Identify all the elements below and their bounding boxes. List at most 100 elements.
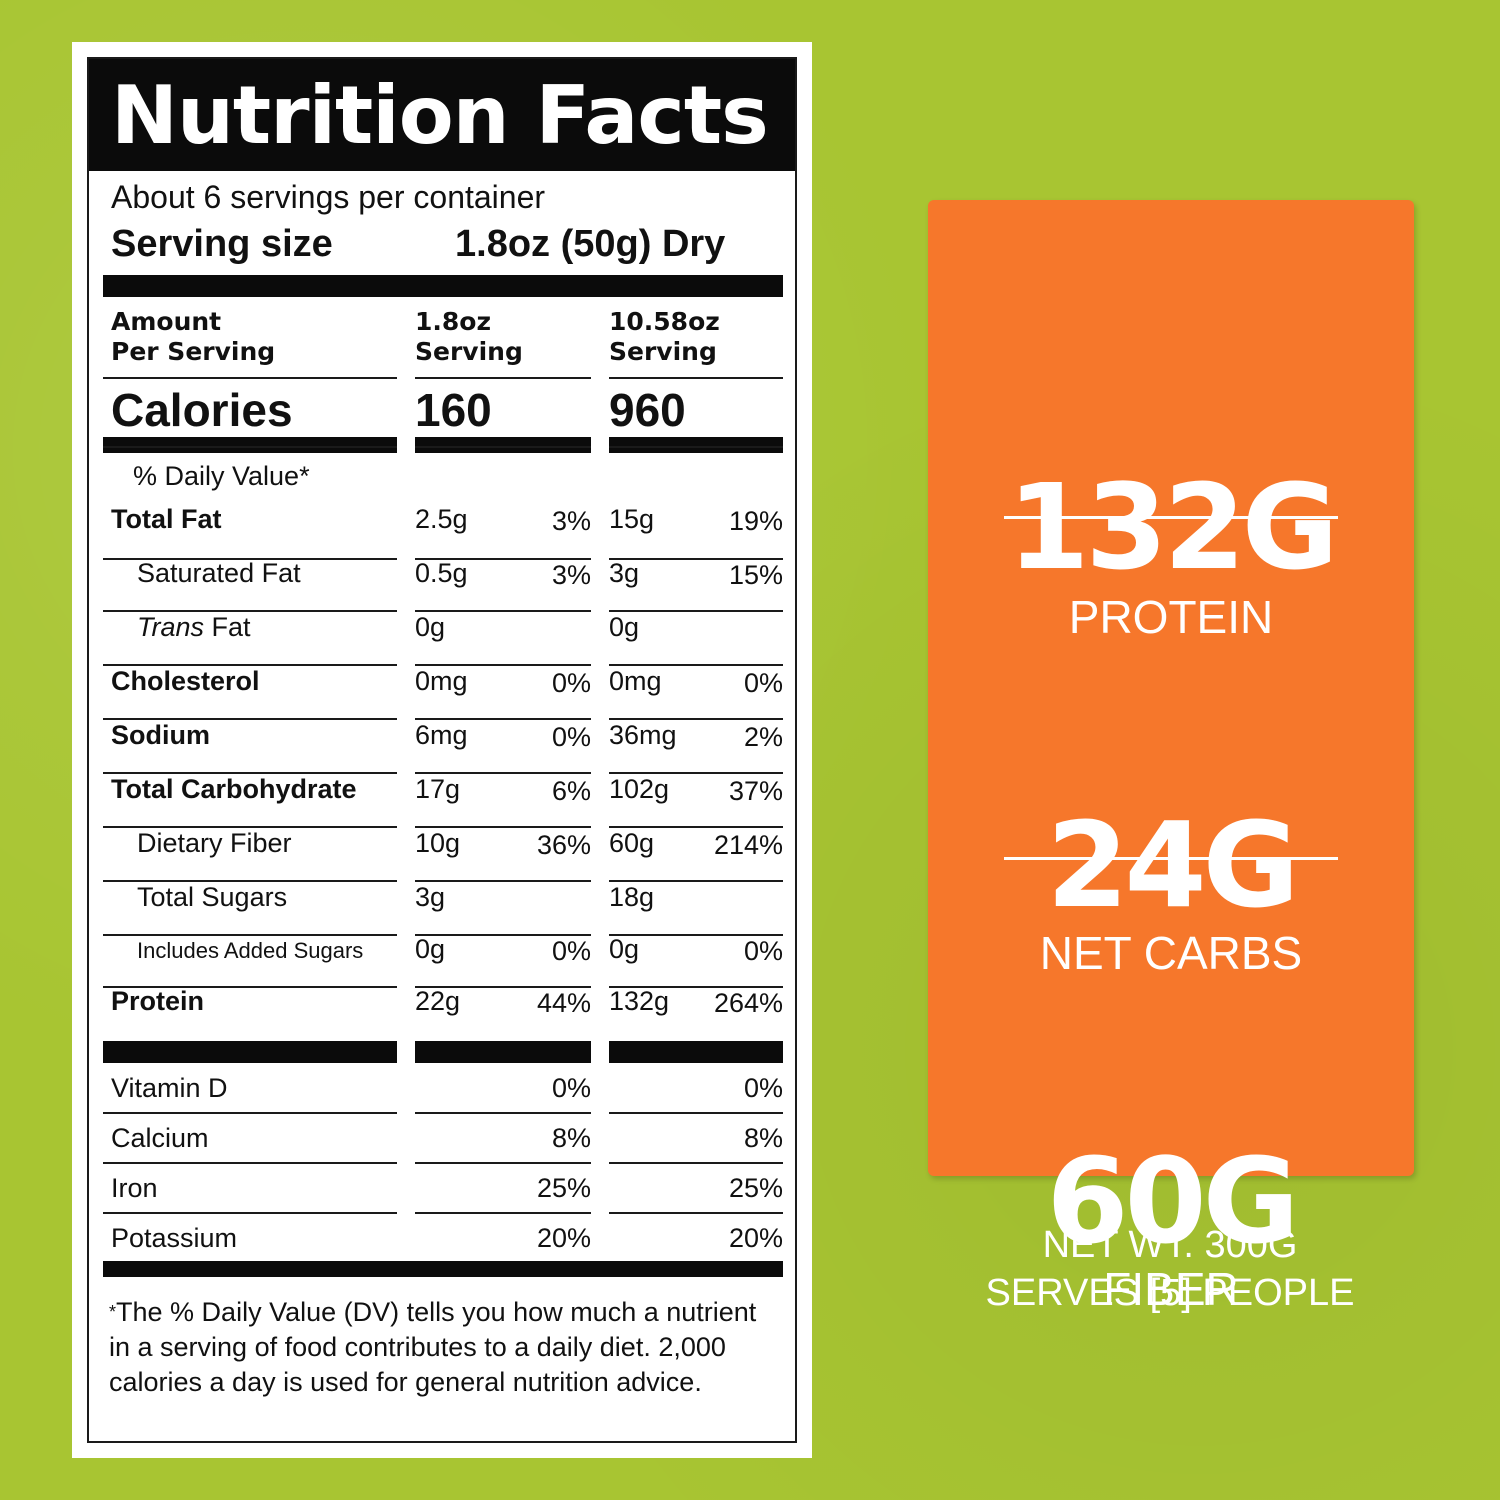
nutrient-name: Saturated Fat (137, 558, 301, 588)
nutrient-amount-col2: 132g (609, 986, 670, 1016)
nutrient-amount-col1: 0g (415, 934, 446, 964)
vitamin-rule (103, 1162, 397, 1164)
row-rule (415, 558, 591, 560)
vitamin-dv-col2: 20% (728, 1223, 783, 1253)
nutrient-name: Trans Fat (137, 612, 251, 643)
serving-size-value: 1.8oz (50g) Dry (455, 223, 726, 265)
thick-rule-protein (415, 1041, 591, 1063)
vitamin-rule (415, 1112, 591, 1114)
footnote-text: The % Daily Value (DV) tells you how muc… (109, 1297, 757, 1397)
row-rule (415, 772, 591, 774)
highlight-value: 60G (1046, 1132, 1299, 1270)
nutrient-dv-col2: 0% (743, 668, 783, 698)
vitamin-name: Calcium (111, 1123, 209, 1153)
nutrient-name: Cholesterol (111, 666, 260, 696)
nutrient-name: Protein (111, 986, 205, 1016)
nutrient-dv-col1: 3% (551, 506, 591, 536)
footnote: *The % Daily Value (DV) tells you how mu… (109, 1295, 779, 1400)
nutrient-name: Total Carbohydrate (111, 774, 357, 804)
row-rule (609, 558, 783, 560)
row-rule (103, 718, 397, 720)
vitamin-dv-col1: 8% (551, 1123, 591, 1153)
nutrient-dv-col2: 19% (728, 506, 783, 536)
calories-rule (609, 437, 783, 453)
row-rule (103, 664, 397, 666)
row-rule (415, 986, 591, 988)
thick-rule-protein (609, 1041, 783, 1063)
nutrient-amount-col2: 36mg (609, 720, 677, 750)
row-rule (103, 558, 397, 560)
nutrient-amount-col1: 2.5g (415, 504, 468, 534)
calories-rule (103, 437, 397, 453)
highlight-divider (1004, 516, 1338, 519)
col2-header-line-2: Serving (609, 337, 717, 366)
nutrient-name-italic: Trans (137, 612, 205, 642)
row-rule (103, 986, 397, 988)
vitamin-rule (609, 1112, 783, 1114)
highlight-caption: PROTEIN (1068, 591, 1274, 643)
nutrient-dv-col2: 0% (743, 936, 783, 966)
row-rule (415, 934, 591, 936)
rule (415, 377, 591, 379)
nutrient-amount-col1: 0.5g (415, 558, 468, 588)
nutrient-amount-col2: 15g (609, 504, 655, 534)
serves-people: SERVES [5] PEOPLE (985, 1272, 1355, 1314)
row-rule (609, 446, 783, 448)
highlight-value: 24G (1046, 796, 1299, 934)
nutrient-amount-col1: 3g (415, 882, 446, 912)
thick-rule-top (103, 275, 783, 297)
col1-header-line-1: 1.8oz (415, 307, 492, 336)
nutrient-dv-col2: 264% (713, 988, 783, 1018)
nutrient-dv-col1: 0% (551, 936, 591, 966)
vitamin-rule (103, 1112, 397, 1114)
nutrient-dv-col1: 3% (551, 560, 591, 590)
vitamin-dv-col2: 25% (728, 1173, 783, 1203)
nutrient-amount-col2: 0mg (609, 666, 662, 696)
vitamin-dv-col2: 8% (743, 1123, 783, 1153)
footnote-star: * (109, 1302, 117, 1322)
amount-line-2: Per Serving (111, 337, 276, 366)
row-rule (609, 826, 783, 828)
vitamin-dv-col1: 20% (536, 1223, 591, 1253)
row-rule (415, 826, 591, 828)
nutrient-name: Total Sugars (137, 882, 288, 912)
rule (103, 377, 397, 379)
row-rule (103, 446, 397, 448)
row-rule (103, 880, 397, 882)
row-rule (609, 934, 783, 936)
vitamin-name: Potassium (111, 1223, 238, 1253)
nutrient-amount-col2: 0g (609, 934, 640, 964)
vitamin-rule (415, 1162, 591, 1164)
nutrient-amount-col1: 6mg (415, 720, 468, 750)
nutrient-amount-col1: 10g (415, 828, 461, 858)
nutrient-dv-col1: 0% (551, 722, 591, 752)
vitamin-name: Iron (111, 1173, 158, 1203)
nutrient-name: Total Fat (111, 504, 222, 534)
row-rule (415, 446, 591, 448)
nutrient-dv-col2: 37% (728, 776, 783, 806)
nutrient-dv-col2: 214% (713, 830, 783, 860)
calories-col2: 960 (609, 384, 686, 436)
row-rule (609, 718, 783, 720)
row-rule (609, 772, 783, 774)
nutrition-facts-label: Nutrition Facts About 6 servings per con… (87, 57, 797, 1443)
calories-rule (415, 437, 591, 453)
row-rule (415, 664, 591, 666)
row-rule (415, 880, 591, 882)
nutrient-amount-col1: 17g (415, 774, 461, 804)
nutrient-amount-col2: 60g (609, 828, 655, 858)
vitamin-dv-col1: 0% (551, 1073, 591, 1103)
row-rule (415, 718, 591, 720)
title-bar: Nutrition Facts (89, 59, 795, 171)
calories-label: Calories (111, 384, 293, 436)
row-rule (103, 934, 397, 936)
row-rule (415, 610, 591, 612)
nutrient-amount-col2: 18g (609, 882, 655, 912)
daily-value-header: % Daily Value* (133, 461, 310, 491)
nutrient-dv-col1: 6% (551, 776, 591, 806)
thick-rule-protein (103, 1041, 397, 1063)
vitamin-rule (609, 1212, 783, 1214)
nutrient-amount-col1: 0mg (415, 666, 468, 696)
nutrient-amount-col2: 3g (609, 558, 640, 588)
thick-rule-bottom (103, 1261, 783, 1277)
